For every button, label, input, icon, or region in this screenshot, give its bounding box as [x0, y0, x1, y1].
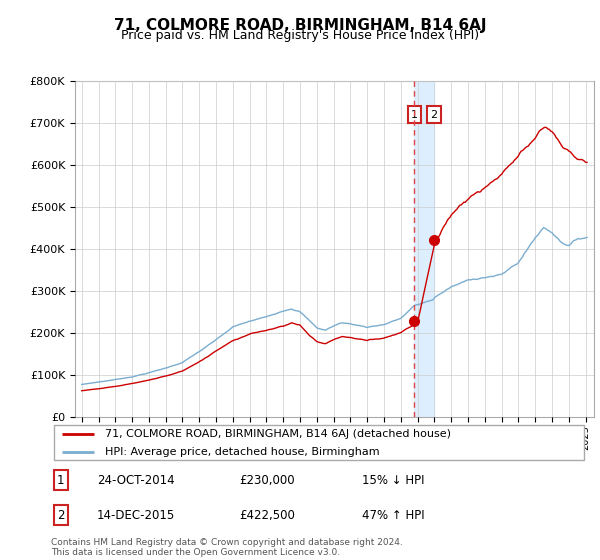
Text: 1: 1 — [411, 110, 418, 120]
Text: £422,500: £422,500 — [239, 508, 295, 522]
Text: 15% ↓ HPI: 15% ↓ HPI — [362, 474, 425, 487]
FancyBboxPatch shape — [53, 426, 584, 460]
Text: 1: 1 — [57, 474, 64, 487]
Text: HPI: Average price, detached house, Birmingham: HPI: Average price, detached house, Birm… — [105, 447, 379, 457]
Text: £230,000: £230,000 — [239, 474, 295, 487]
Text: 14-DEC-2015: 14-DEC-2015 — [97, 508, 175, 522]
Text: Price paid vs. HM Land Registry's House Price Index (HPI): Price paid vs. HM Land Registry's House … — [121, 29, 479, 42]
Text: Contains HM Land Registry data © Crown copyright and database right 2024.
This d: Contains HM Land Registry data © Crown c… — [51, 538, 403, 557]
Text: 2: 2 — [57, 508, 64, 522]
Bar — [415, 81, 434, 417]
Text: 24-OCT-2014: 24-OCT-2014 — [97, 474, 174, 487]
Text: 71, COLMORE ROAD, BIRMINGHAM, B14 6AJ (detached house): 71, COLMORE ROAD, BIRMINGHAM, B14 6AJ (d… — [105, 429, 451, 439]
Text: 47% ↑ HPI: 47% ↑ HPI — [362, 508, 425, 522]
Text: 71, COLMORE ROAD, BIRMINGHAM, B14 6AJ: 71, COLMORE ROAD, BIRMINGHAM, B14 6AJ — [114, 18, 486, 33]
Text: 2: 2 — [430, 110, 437, 120]
